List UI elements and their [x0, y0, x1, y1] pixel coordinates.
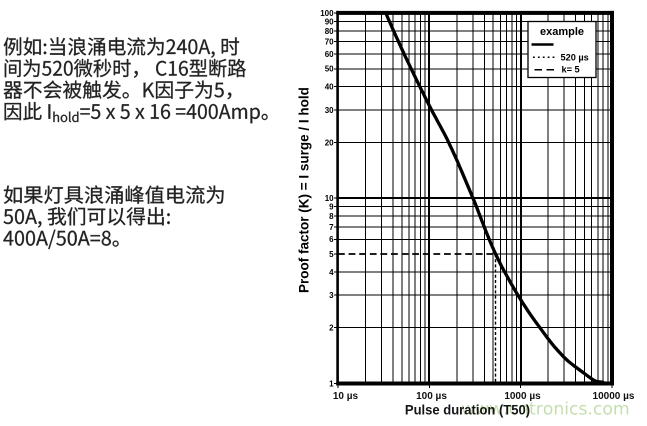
svg-text:10 µs: 10 µs — [333, 391, 359, 402]
svg-text:100 µs: 100 µs — [416, 391, 447, 402]
svg-text:70: 70 — [325, 38, 334, 47]
svg-text:7: 7 — [329, 223, 334, 232]
svg-text:k= 5: k= 5 — [562, 65, 580, 75]
svg-text:60: 60 — [325, 50, 334, 59]
svg-text:40: 40 — [325, 83, 334, 92]
svg-text:520 µs: 520 µs — [561, 52, 589, 62]
svg-text:9: 9 — [329, 203, 334, 212]
svg-text:3: 3 — [329, 291, 334, 300]
svg-text:30: 30 — [325, 106, 334, 115]
svg-text:5: 5 — [329, 250, 334, 259]
svg-text:Pulse duration (T50): Pulse duration (T50) — [405, 402, 530, 418]
svg-text:6: 6 — [329, 235, 334, 244]
svg-text:example: example — [540, 26, 584, 38]
svg-text:100: 100 — [320, 9, 334, 18]
svg-text:80: 80 — [325, 27, 334, 36]
svg-text:1: 1 — [329, 379, 334, 388]
svg-text:50: 50 — [325, 65, 334, 74]
svg-text:Proof factor (K) = I surge / I: Proof factor (K) = I surge / I hold — [297, 87, 312, 293]
svg-text:1000 µs: 1000 µs — [504, 391, 541, 402]
svg-text:4: 4 — [329, 268, 334, 277]
svg-text:10: 10 — [325, 194, 334, 203]
svg-text:10000 µs: 10000 µs — [593, 391, 635, 402]
svg-text:20: 20 — [325, 138, 334, 147]
svg-text:8: 8 — [329, 212, 334, 221]
svg-text:90: 90 — [325, 17, 334, 26]
svg-text:2: 2 — [329, 324, 334, 333]
